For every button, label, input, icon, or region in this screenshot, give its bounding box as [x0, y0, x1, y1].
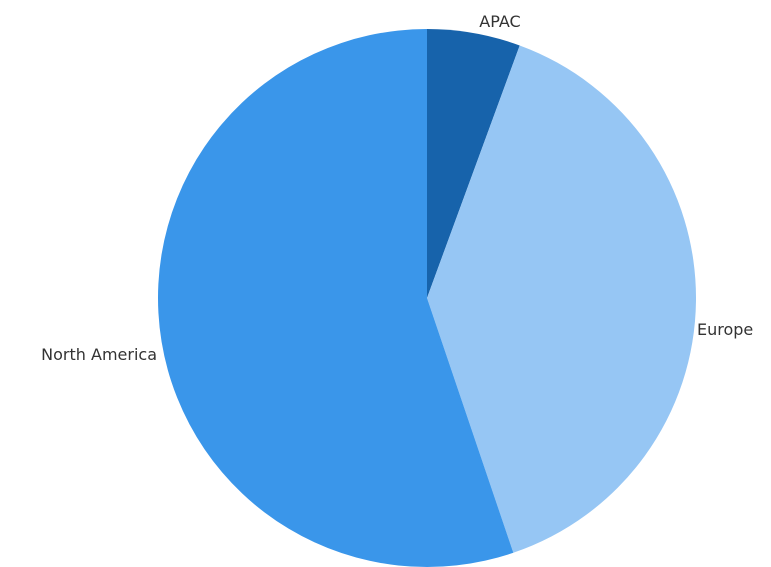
slice-label-north-america: North America	[41, 345, 157, 364]
pie-slice-north-america[interactable]	[158, 29, 514, 567]
labels-layer: APAC Europe North America	[41, 12, 753, 364]
slices-layer	[158, 29, 696, 567]
slice-label-europe: Europe	[697, 320, 753, 339]
pie-slice-europe[interactable]	[427, 45, 696, 553]
slice-label-apac: APAC	[479, 12, 520, 31]
pie-slice-apac[interactable]	[427, 29, 520, 298]
